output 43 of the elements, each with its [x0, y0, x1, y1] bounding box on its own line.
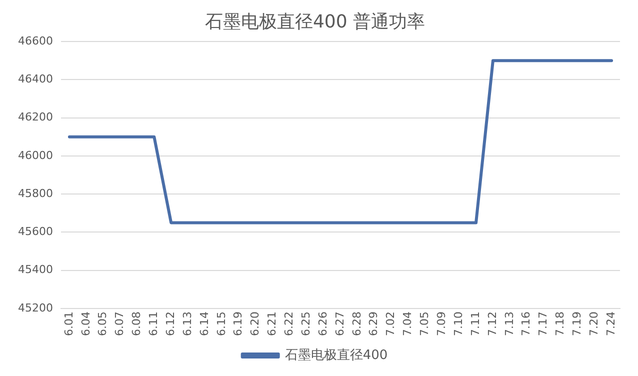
x-tick-label: 6.14 — [198, 312, 211, 336]
y-tick-label: 45600 — [18, 225, 53, 238]
x-tick-label: 6.05 — [96, 312, 110, 336]
x-tick-label: 7.11 — [468, 312, 482, 336]
x-tick-label: 7.20 — [587, 312, 600, 336]
x-tick-label: 7.05 — [418, 312, 432, 336]
x-tick-label: 7.09 — [434, 312, 448, 336]
x-tick-label: 6.04 — [79, 312, 92, 336]
y-tick-label: 46400 — [18, 72, 53, 86]
x-tick-label: 6.28 — [350, 312, 364, 336]
x-tick-label: 7.16 — [520, 312, 533, 336]
y-tick-label: 46000 — [18, 148, 53, 162]
x-tick-label: 7.13 — [502, 312, 516, 336]
y-tick-label: 46200 — [18, 110, 53, 124]
x-tick-label: 6.20 — [248, 312, 262, 336]
x-tick-label: 7.24 — [604, 312, 618, 336]
x-tick-label: 7.18 — [554, 312, 567, 336]
x-tick-label: 6.21 — [266, 312, 279, 336]
x-tick-label: 7.19 — [570, 312, 584, 336]
x-tick-label: 6.01 — [62, 312, 76, 336]
y-tick-label: 45400 — [18, 263, 53, 276]
y-tick-label: 45200 — [18, 301, 53, 314]
x-tick-label: 6.13 — [180, 312, 194, 336]
x-tick-label: 6.12 — [164, 312, 177, 336]
x-tick-label: 6.29 — [367, 312, 380, 336]
chart-title: 石墨电极直径400 普通功率 — [204, 11, 426, 32]
x-tick-label: 6.07 — [113, 312, 126, 336]
x-tick-label: 7.10 — [452, 312, 465, 336]
x-tick-label: 6.27 — [333, 312, 346, 336]
y-tick-label: 45800 — [18, 186, 53, 200]
x-tick-label: 6.11 — [147, 312, 160, 336]
x-tick-label: 7.17 — [536, 312, 550, 336]
x-tick-label: 6.15 — [214, 312, 228, 336]
x-tick-label: 6.08 — [130, 312, 144, 336]
x-tick-label: 7.02 — [384, 312, 398, 336]
x-tick-label: 7.04 — [401, 312, 414, 336]
x-tick-label: 7.12 — [486, 312, 499, 336]
x-tick-label: 6.25 — [299, 312, 312, 336]
x-tick-label: 6.26 — [316, 312, 330, 336]
x-tick-label: 6.22 — [282, 312, 296, 336]
x-tick-label: 6.19 — [232, 312, 245, 336]
y-tick-label: 46600 — [18, 34, 53, 48]
legend-label: 石墨电极直径400 — [284, 348, 388, 363]
